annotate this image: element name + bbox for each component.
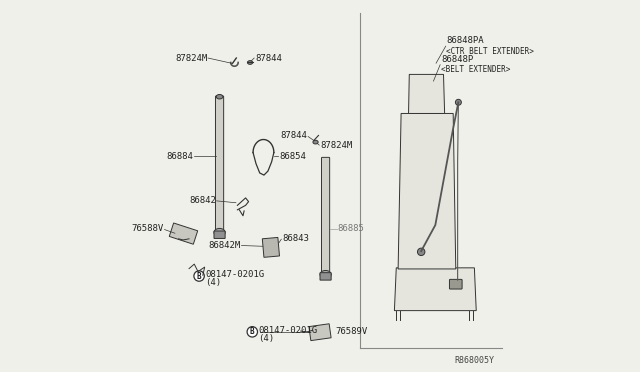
Polygon shape — [169, 223, 198, 244]
Text: 08147-0201G: 08147-0201G — [205, 270, 264, 279]
Text: 86842M: 86842M — [209, 241, 241, 250]
Ellipse shape — [248, 61, 253, 64]
Text: (4): (4) — [205, 278, 221, 287]
Text: 87824M: 87824M — [320, 141, 352, 150]
Text: (4): (4) — [259, 334, 275, 343]
Text: <CTR BELT EXTENDER>: <CTR BELT EXTENDER> — [447, 47, 534, 56]
FancyBboxPatch shape — [449, 279, 462, 289]
Text: <BELT EXTENDER>: <BELT EXTENDER> — [441, 65, 510, 74]
Text: 87844: 87844 — [280, 131, 307, 140]
Text: 86843: 86843 — [282, 234, 309, 243]
Ellipse shape — [313, 140, 318, 144]
FancyBboxPatch shape — [320, 273, 331, 280]
Text: 87824M: 87824M — [175, 54, 207, 62]
Text: R868005Y: R868005Y — [454, 356, 494, 365]
Circle shape — [456, 99, 461, 105]
Polygon shape — [398, 113, 456, 269]
Polygon shape — [262, 237, 280, 257]
Text: 86885: 86885 — [338, 224, 365, 233]
Text: 86842: 86842 — [189, 196, 216, 205]
Text: 86854: 86854 — [279, 153, 306, 161]
FancyBboxPatch shape — [321, 157, 330, 274]
Text: 87844: 87844 — [255, 54, 282, 62]
Text: 86884: 86884 — [166, 152, 193, 161]
Circle shape — [247, 327, 257, 337]
Polygon shape — [394, 268, 476, 311]
Text: 76589V: 76589V — [335, 327, 367, 336]
FancyBboxPatch shape — [216, 96, 223, 231]
Ellipse shape — [216, 94, 223, 99]
Ellipse shape — [214, 228, 225, 237]
Text: 76588V: 76588V — [131, 224, 164, 233]
Text: B: B — [196, 272, 202, 280]
Ellipse shape — [320, 270, 331, 279]
FancyBboxPatch shape — [214, 231, 225, 238]
Polygon shape — [408, 74, 445, 113]
Circle shape — [194, 271, 204, 281]
Text: B: B — [250, 327, 255, 336]
Text: 86848P: 86848P — [441, 55, 473, 64]
Circle shape — [417, 248, 425, 256]
Text: 08147-0201G: 08147-0201G — [259, 326, 317, 335]
Polygon shape — [309, 324, 331, 341]
Text: 86848PA: 86848PA — [447, 36, 484, 45]
